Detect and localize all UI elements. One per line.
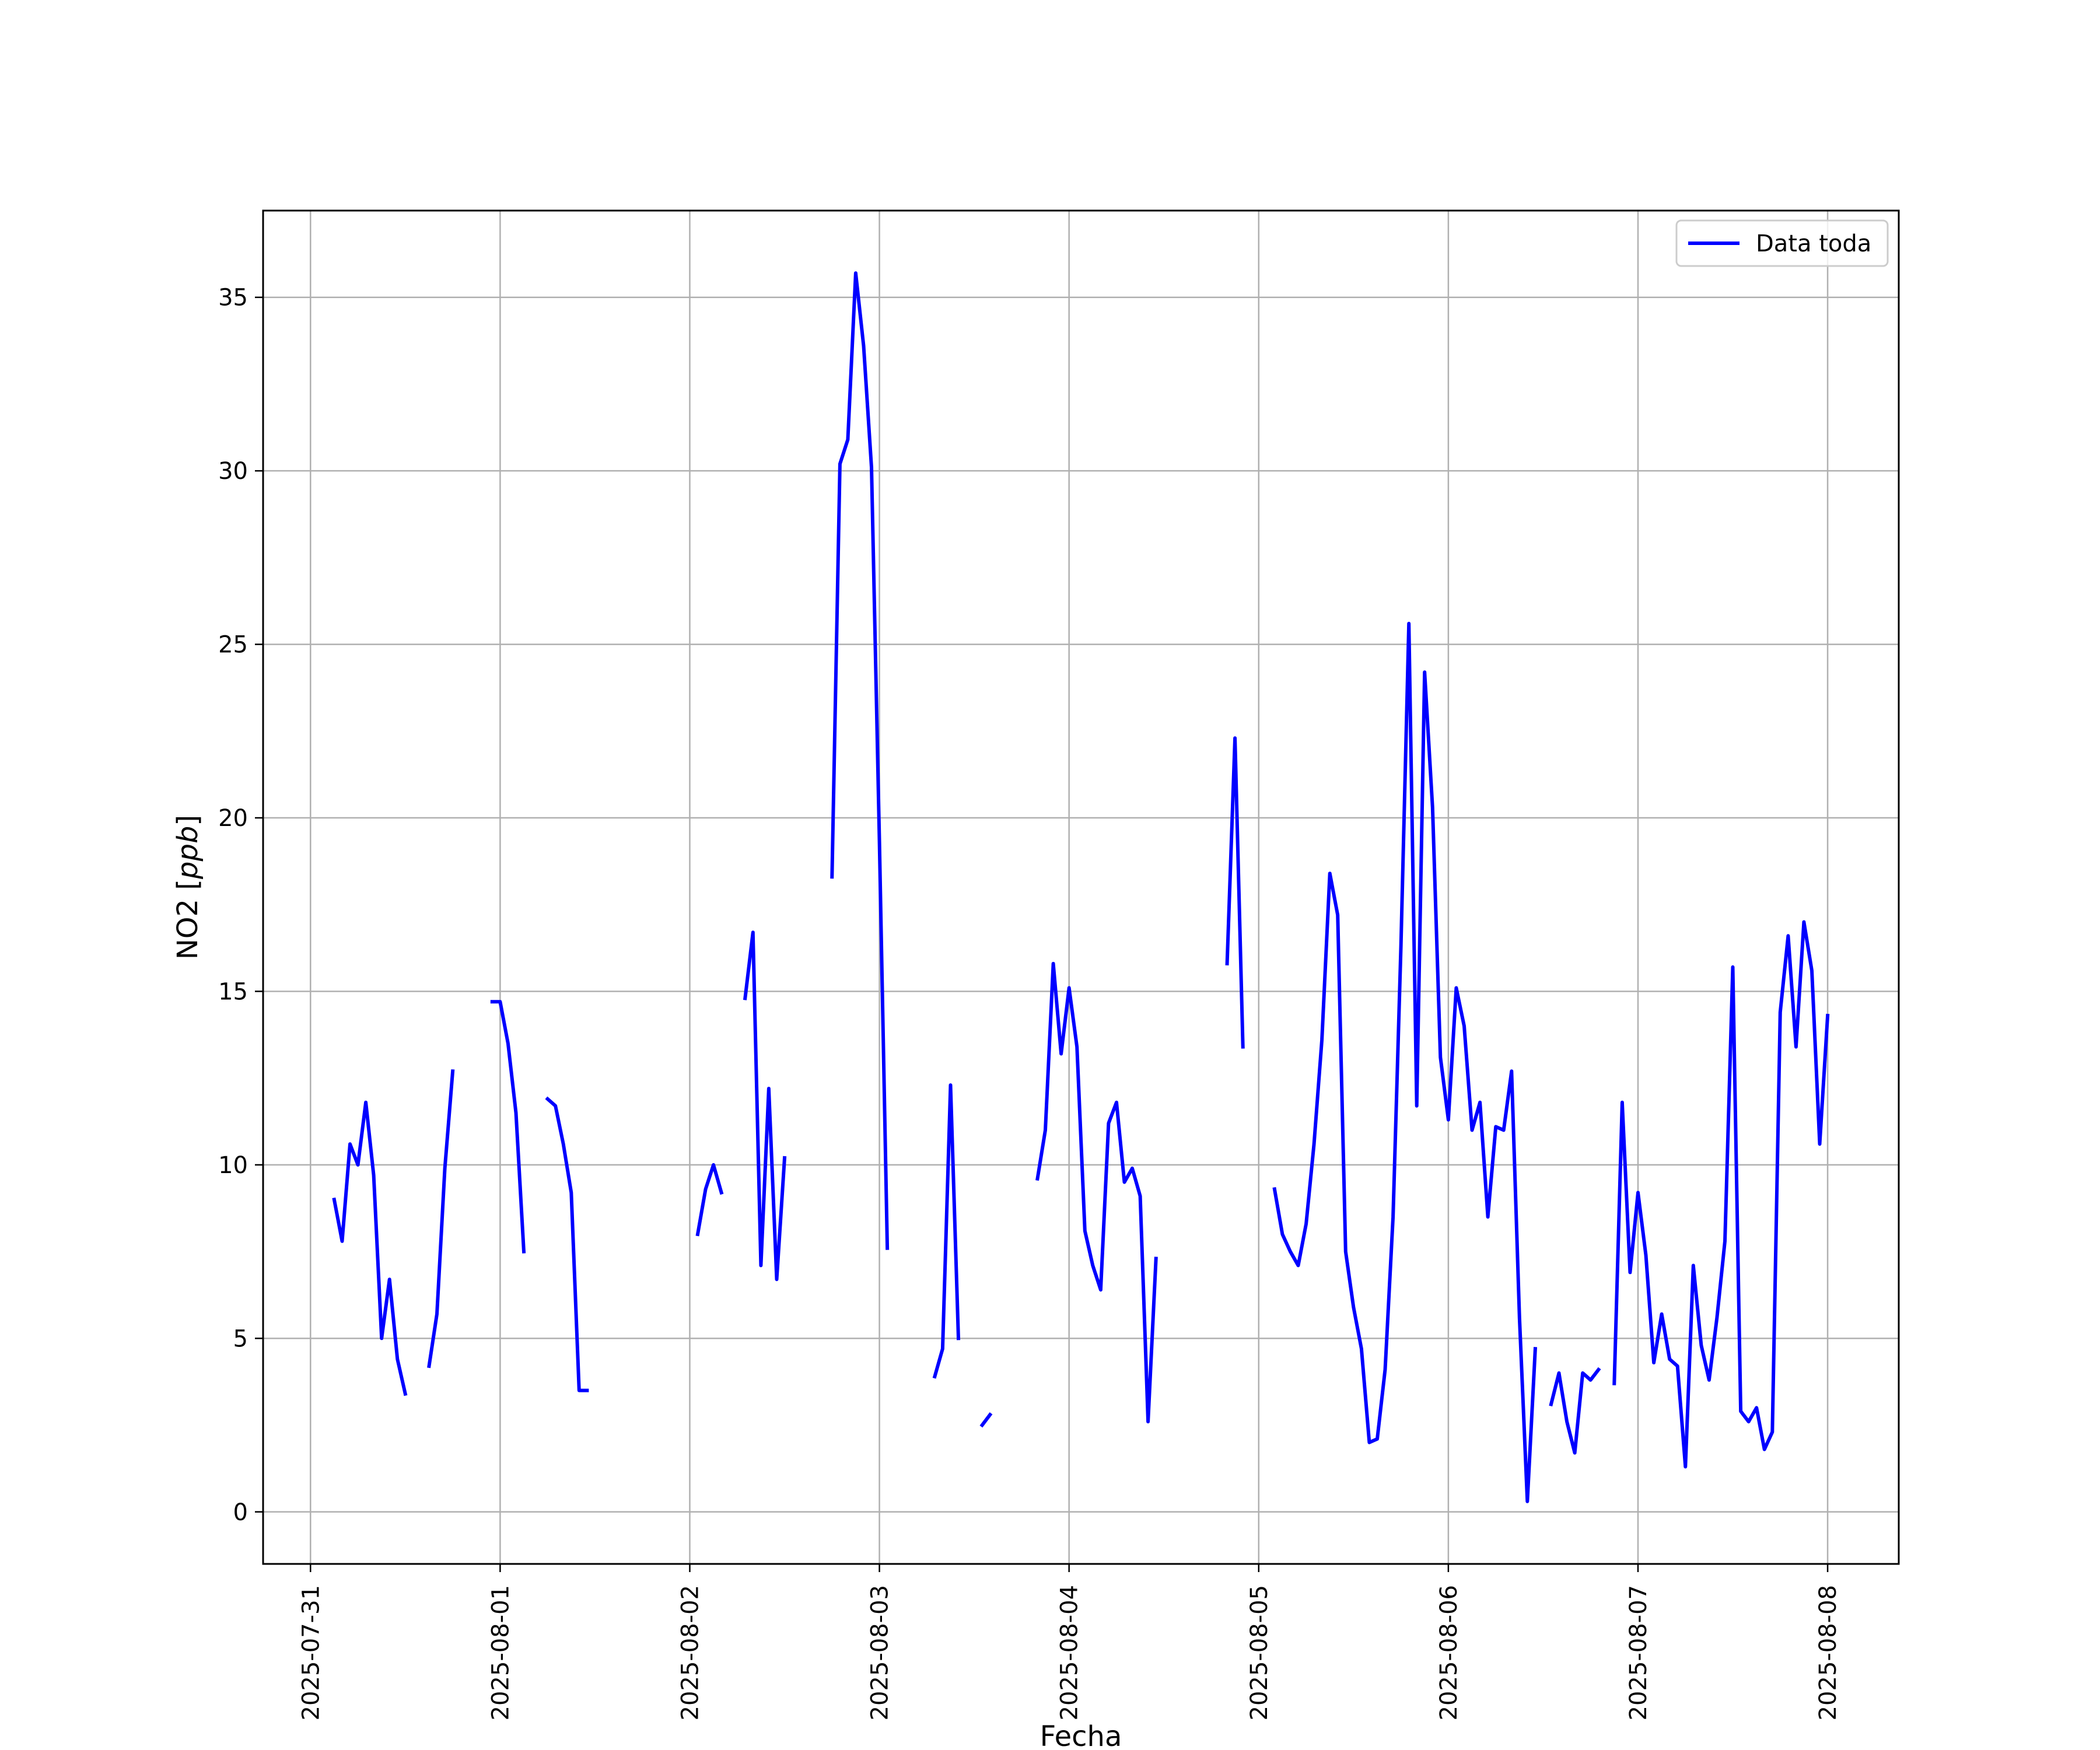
series-layer: [332, 271, 1830, 1503]
y-axis-label: NO2 [ppb]: [172, 815, 204, 960]
y-tick-label: 30: [218, 458, 248, 485]
y-tick-label: 10: [218, 1152, 248, 1179]
ticks: 2025-07-31 2025-08-01 2025-08-02 2025-08-03…: [218, 285, 1842, 1721]
x-tick-label: 2025-08-02: [677, 1585, 704, 1720]
series-line-segment: [332, 1100, 408, 1396]
series-line-segment: [427, 1069, 455, 1368]
x-tick-label: 2025-08-01: [487, 1585, 514, 1720]
series-line-segment: [695, 1163, 724, 1237]
y-tick-label: 25: [218, 632, 248, 659]
series-line-segment: [830, 271, 890, 1250]
y-tick-label: 0: [233, 1499, 248, 1526]
grid: [263, 211, 1899, 1564]
y-tick-label: 20: [218, 805, 248, 832]
series-line-segment: [1035, 961, 1158, 1424]
series-line-segment: [743, 930, 787, 1282]
x-tick-label: 2025-07-31: [298, 1585, 324, 1720]
y-axis-label-plain: NO2 [: [172, 879, 204, 960]
legend-box: [1675, 219, 1889, 267]
series-line-segment: [545, 1096, 589, 1392]
x-tick-label: 2025-08-04: [1056, 1585, 1083, 1720]
y-axis-label-close: ]: [172, 815, 204, 826]
series-line-segment: [1272, 621, 1538, 1503]
series-line-segment: [979, 1412, 993, 1428]
series-line-segment: [1225, 736, 1245, 1049]
y-tick-label: 15: [218, 978, 248, 1005]
legend-label: Data toda: [1756, 230, 1871, 257]
y-axis-label-unit: ppb: [172, 826, 204, 880]
legend: Data toda: [1675, 219, 1889, 267]
x-tick-label: 2025-08-08: [1815, 1585, 1842, 1720]
x-axis-label: Fecha: [1040, 1720, 1122, 1750]
x-tick-label: 2025-08-06: [1436, 1585, 1462, 1720]
series-line-segment: [932, 1083, 961, 1379]
x-tick-label: 2025-08-05: [1246, 1585, 1273, 1720]
series-line-segment: [490, 1000, 526, 1254]
y-tick-label: 35: [218, 285, 248, 312]
y-tick-label: 5: [233, 1325, 248, 1352]
x-tick-label: 2025-08-03: [867, 1585, 894, 1720]
series-line-segment: [1549, 1367, 1601, 1455]
x-tick-label: 2025-08-07: [1625, 1585, 1652, 1720]
plot-frame: [262, 209, 1900, 1565]
series-line-segment: [1612, 920, 1830, 1469]
